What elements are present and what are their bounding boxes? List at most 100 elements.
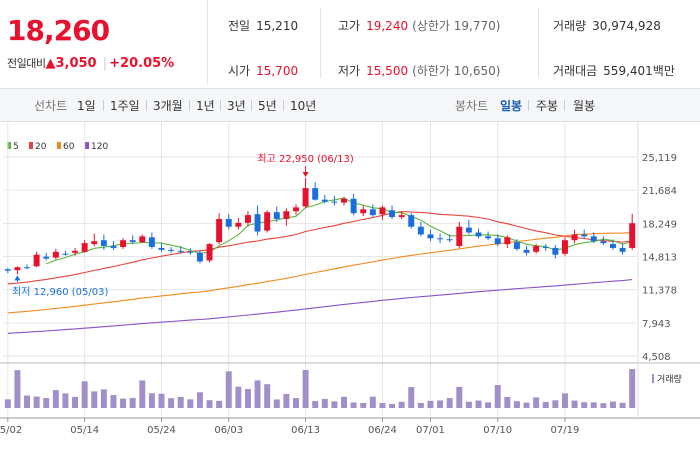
volume-bar bbox=[561, 393, 568, 408]
candle-monthly[interactable]: 월봉 bbox=[573, 99, 596, 113]
candle-body bbox=[504, 237, 511, 245]
candle-body bbox=[417, 226, 424, 235]
candle-body bbox=[273, 212, 280, 219]
y-tick-label: 4,508 bbox=[642, 352, 671, 363]
volume-bar bbox=[148, 393, 155, 408]
volume-bar bbox=[523, 402, 530, 408]
candle-body bbox=[629, 223, 636, 248]
candle-body bbox=[446, 239, 453, 241]
volume-bar bbox=[437, 400, 444, 408]
candle-body bbox=[168, 249, 175, 251]
x-tick-label: 07/10 bbox=[483, 425, 512, 436]
high-arrow-head bbox=[302, 171, 309, 177]
volume-bar bbox=[581, 402, 588, 408]
period-1w[interactable]: 1주일 bbox=[110, 99, 140, 113]
moving-average-lines bbox=[7, 197, 633, 334]
candle-body bbox=[533, 246, 540, 252]
candle-body bbox=[72, 250, 79, 253]
stat-sub-value: 19,770) bbox=[453, 19, 501, 33]
volume-bar bbox=[513, 401, 520, 408]
stat-label: 고가 bbox=[338, 19, 361, 33]
low-annotation: 최저 12,960 (05/03) bbox=[12, 286, 108, 298]
volume-bar bbox=[475, 400, 482, 408]
legend-label: 5 bbox=[13, 142, 19, 152]
period-3m[interactable]: 3개월 bbox=[153, 99, 183, 113]
volume-bar bbox=[312, 401, 319, 408]
volume-bar bbox=[120, 398, 127, 408]
volume-bar bbox=[341, 396, 347, 408]
candle-body bbox=[254, 214, 261, 232]
x-tick-label: 05/02 bbox=[0, 425, 22, 436]
y-tick-label: 14,813 bbox=[642, 253, 677, 264]
volume-bar bbox=[408, 387, 415, 408]
volume-bar bbox=[81, 381, 88, 408]
period-3y[interactable]: 3년 bbox=[227, 99, 246, 113]
volume-bar bbox=[485, 402, 492, 408]
candle-body bbox=[427, 234, 434, 239]
volume-bar bbox=[264, 384, 271, 408]
volume-bar bbox=[571, 400, 578, 408]
candle-body bbox=[312, 188, 319, 200]
volume-bar bbox=[427, 400, 434, 408]
stat-sub-label: (하한가 bbox=[412, 64, 450, 78]
volume-bar bbox=[168, 398, 175, 408]
candle-body bbox=[14, 267, 21, 271]
volume-bar bbox=[389, 403, 396, 408]
volume-bar bbox=[446, 398, 453, 408]
candle-body bbox=[456, 226, 463, 247]
stat-high: 고가 19,240 (상한가 19,770) bbox=[338, 17, 500, 34]
candle-body bbox=[552, 247, 559, 255]
period-1y[interactable]: 1년 bbox=[196, 99, 215, 113]
volume-bar bbox=[552, 400, 559, 408]
volume-bar bbox=[129, 397, 136, 408]
stat-label: 거래대금 bbox=[553, 64, 598, 78]
candle-body bbox=[139, 236, 146, 243]
candle-body bbox=[33, 254, 40, 267]
volume-bar bbox=[273, 399, 280, 408]
candle-body bbox=[264, 212, 271, 231]
stat-value: 559,401 bbox=[603, 64, 653, 78]
x-tick-label: 05/24 bbox=[147, 425, 176, 436]
candle-body bbox=[100, 240, 107, 247]
line-chart-label: 선차트 bbox=[34, 99, 68, 113]
candle-body bbox=[619, 247, 626, 252]
current-price: 18,260 bbox=[7, 14, 110, 47]
candle-body bbox=[216, 218, 223, 243]
volume-bar bbox=[33, 396, 40, 408]
candle-body bbox=[110, 246, 117, 248]
period-1d[interactable]: 1일 bbox=[77, 99, 96, 113]
volume-bar bbox=[456, 386, 463, 408]
volume-bar bbox=[62, 393, 69, 408]
candle-daily[interactable]: 일봉 bbox=[500, 99, 523, 113]
volume-bar bbox=[321, 398, 328, 408]
volume-legend-swatch bbox=[652, 374, 654, 383]
stat-prev-close: 전일 15,210 bbox=[228, 17, 298, 34]
period-5y[interactable]: 5년 bbox=[258, 99, 277, 113]
candle-body bbox=[24, 267, 30, 269]
candle-body bbox=[177, 250, 184, 252]
volume-bar bbox=[283, 393, 290, 408]
stat-unit: 백만 bbox=[652, 64, 675, 78]
period-10y[interactable]: 10년 bbox=[290, 99, 317, 113]
candle-body bbox=[244, 215, 251, 223]
legend-swatch bbox=[29, 142, 33, 149]
volume-bar bbox=[360, 402, 367, 408]
volume-bar bbox=[244, 388, 251, 408]
volume-bar bbox=[52, 390, 59, 408]
stat-trade-amount: 거래대금 559,401백만 bbox=[553, 62, 675, 79]
volume-bar bbox=[504, 396, 511, 408]
volume-bar bbox=[206, 400, 213, 408]
grid-lines bbox=[3, 121, 637, 418]
stat-label: 전일 bbox=[228, 19, 251, 33]
annotations: 최고 22,950 (06/13) 최저 12,960 (05/03) bbox=[12, 153, 354, 298]
y-tick-label: 18,249 bbox=[642, 219, 677, 230]
stat-label: 시가 bbox=[228, 64, 251, 78]
candle-body bbox=[331, 201, 338, 203]
legend-swatch bbox=[7, 142, 11, 149]
stat-open: 시가 15,700 bbox=[228, 62, 298, 79]
candle-body bbox=[485, 236, 492, 239]
volume-bar bbox=[293, 398, 299, 408]
ma-120-line bbox=[7, 279, 633, 334]
candle-weekly[interactable]: 주봉 bbox=[536, 99, 559, 113]
